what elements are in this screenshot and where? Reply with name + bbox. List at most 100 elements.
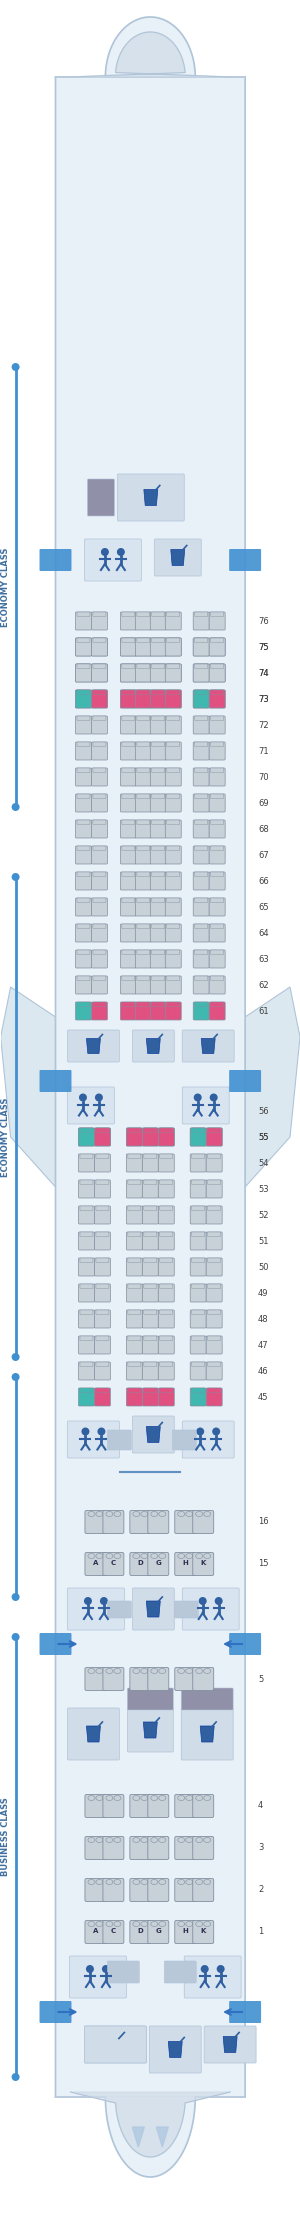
FancyBboxPatch shape xyxy=(206,1284,222,1302)
Ellipse shape xyxy=(204,1837,211,1843)
FancyBboxPatch shape xyxy=(209,664,225,682)
Circle shape xyxy=(194,1094,202,1101)
FancyBboxPatch shape xyxy=(206,1257,222,1275)
FancyBboxPatch shape xyxy=(120,664,136,682)
FancyBboxPatch shape xyxy=(158,1127,174,1145)
Circle shape xyxy=(12,1374,20,1380)
FancyBboxPatch shape xyxy=(120,951,136,969)
FancyBboxPatch shape xyxy=(160,1362,173,1367)
FancyBboxPatch shape xyxy=(122,897,135,902)
FancyBboxPatch shape xyxy=(152,613,165,617)
FancyBboxPatch shape xyxy=(93,716,106,720)
Polygon shape xyxy=(245,987,300,1188)
FancyBboxPatch shape xyxy=(128,1311,141,1315)
FancyBboxPatch shape xyxy=(150,716,166,734)
FancyBboxPatch shape xyxy=(135,767,151,785)
FancyBboxPatch shape xyxy=(85,1510,106,1535)
FancyBboxPatch shape xyxy=(193,794,209,812)
FancyBboxPatch shape xyxy=(93,1002,106,1007)
FancyBboxPatch shape xyxy=(209,924,225,942)
FancyBboxPatch shape xyxy=(195,638,208,642)
Text: 1: 1 xyxy=(258,1928,263,1937)
FancyBboxPatch shape xyxy=(211,689,224,693)
FancyBboxPatch shape xyxy=(135,872,151,890)
Text: C: C xyxy=(111,1928,116,1935)
FancyBboxPatch shape xyxy=(135,716,151,734)
Ellipse shape xyxy=(88,1796,95,1801)
Circle shape xyxy=(95,1094,103,1101)
FancyBboxPatch shape xyxy=(152,664,165,669)
FancyBboxPatch shape xyxy=(195,767,208,772)
FancyBboxPatch shape xyxy=(211,716,224,720)
FancyBboxPatch shape xyxy=(144,1127,157,1132)
FancyBboxPatch shape xyxy=(96,1387,109,1391)
Ellipse shape xyxy=(141,1512,148,1517)
FancyBboxPatch shape xyxy=(204,2027,256,2063)
FancyBboxPatch shape xyxy=(211,638,224,642)
Ellipse shape xyxy=(204,1796,211,1801)
FancyBboxPatch shape xyxy=(103,1922,124,1944)
FancyBboxPatch shape xyxy=(40,1633,71,1655)
Ellipse shape xyxy=(106,1552,113,1559)
Circle shape xyxy=(210,1094,218,1101)
FancyBboxPatch shape xyxy=(150,794,166,812)
FancyBboxPatch shape xyxy=(193,1794,214,1816)
FancyBboxPatch shape xyxy=(126,1127,142,1145)
FancyBboxPatch shape xyxy=(92,794,107,812)
FancyBboxPatch shape xyxy=(195,897,208,902)
FancyBboxPatch shape xyxy=(160,1311,173,1315)
Ellipse shape xyxy=(196,1669,203,1673)
FancyBboxPatch shape xyxy=(211,664,224,669)
FancyBboxPatch shape xyxy=(193,1879,214,1901)
FancyBboxPatch shape xyxy=(40,1069,71,1092)
FancyBboxPatch shape xyxy=(182,1588,239,1631)
FancyBboxPatch shape xyxy=(208,1335,221,1340)
FancyBboxPatch shape xyxy=(209,689,225,707)
Circle shape xyxy=(82,1427,89,1436)
FancyBboxPatch shape xyxy=(93,613,106,617)
FancyBboxPatch shape xyxy=(150,975,166,993)
Ellipse shape xyxy=(204,1552,211,1559)
Ellipse shape xyxy=(178,1796,185,1801)
Text: 74: 74 xyxy=(258,669,269,678)
FancyBboxPatch shape xyxy=(211,1002,224,1007)
FancyBboxPatch shape xyxy=(96,1206,109,1210)
FancyBboxPatch shape xyxy=(208,1311,221,1315)
FancyBboxPatch shape xyxy=(92,1002,107,1020)
FancyBboxPatch shape xyxy=(167,821,180,825)
FancyBboxPatch shape xyxy=(190,1257,206,1275)
FancyBboxPatch shape xyxy=(229,1069,261,1092)
FancyBboxPatch shape xyxy=(206,1233,222,1250)
FancyBboxPatch shape xyxy=(142,1311,158,1329)
Text: 63: 63 xyxy=(258,955,269,964)
FancyBboxPatch shape xyxy=(137,872,150,877)
FancyBboxPatch shape xyxy=(128,1127,141,1132)
Ellipse shape xyxy=(88,1879,95,1884)
FancyBboxPatch shape xyxy=(132,1029,174,1063)
Text: 65: 65 xyxy=(258,902,269,910)
FancyBboxPatch shape xyxy=(135,638,151,655)
FancyBboxPatch shape xyxy=(77,821,90,825)
FancyBboxPatch shape xyxy=(120,897,136,915)
Ellipse shape xyxy=(178,1552,185,1559)
Ellipse shape xyxy=(133,1796,140,1801)
FancyBboxPatch shape xyxy=(126,1179,142,1199)
FancyBboxPatch shape xyxy=(152,951,165,955)
FancyBboxPatch shape xyxy=(148,1510,169,1535)
FancyBboxPatch shape xyxy=(76,924,91,942)
FancyBboxPatch shape xyxy=(76,794,91,812)
FancyBboxPatch shape xyxy=(150,897,166,915)
Text: G: G xyxy=(155,1928,161,1935)
FancyBboxPatch shape xyxy=(94,1233,110,1250)
FancyBboxPatch shape xyxy=(128,1127,141,1132)
FancyBboxPatch shape xyxy=(195,872,208,877)
Text: 54: 54 xyxy=(258,1159,268,1168)
Ellipse shape xyxy=(159,1879,166,1884)
FancyBboxPatch shape xyxy=(167,664,180,669)
FancyBboxPatch shape xyxy=(152,638,165,642)
FancyBboxPatch shape xyxy=(193,1510,214,1535)
FancyBboxPatch shape xyxy=(158,1284,174,1302)
FancyBboxPatch shape xyxy=(122,1002,135,1007)
FancyBboxPatch shape xyxy=(150,767,166,785)
FancyBboxPatch shape xyxy=(103,1879,124,1901)
